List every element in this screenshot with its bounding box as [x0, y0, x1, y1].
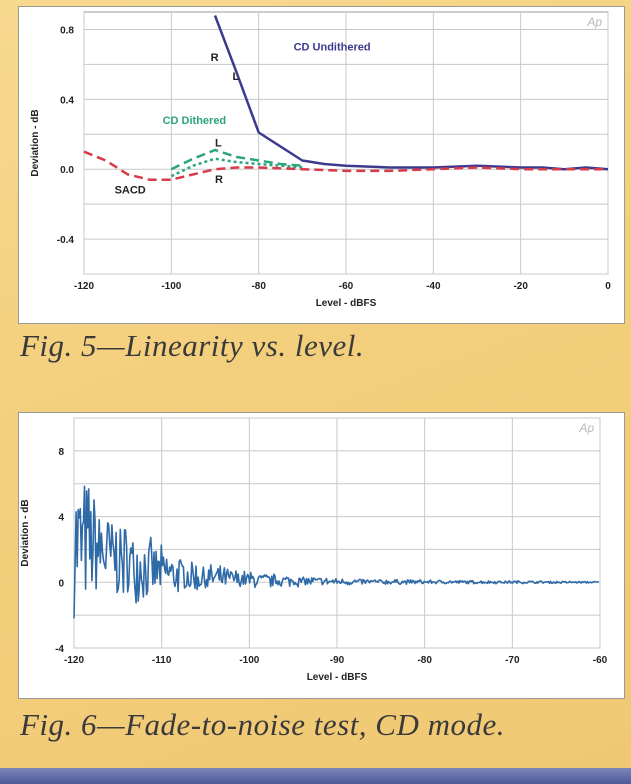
- y-tick-label: 0: [58, 578, 64, 589]
- annotation-label: R: [211, 52, 219, 64]
- x-tick-label: -70: [505, 655, 520, 666]
- x-tick-label: -120: [74, 281, 94, 292]
- y-tick-label: -4: [55, 644, 64, 655]
- annotation-label: L: [232, 71, 239, 83]
- x-tick-label: -110: [152, 655, 172, 666]
- x-tick-label: -60: [593, 655, 608, 666]
- ap-watermark: Ap: [586, 15, 602, 29]
- x-tick-label: -120: [64, 655, 84, 666]
- x-tick-label: -80: [417, 655, 432, 666]
- annotation-label: L: [215, 137, 222, 149]
- y-tick-label: 0.8: [60, 25, 74, 36]
- series-line-cd-dithered-r: [170, 157, 303, 178]
- y-tick-label: -0.4: [57, 235, 75, 246]
- chart1-caption: Fig. 5—Linearity vs. level.: [20, 328, 365, 363]
- x-tick-label: -90: [330, 655, 345, 666]
- series-line-cd-dithered: [170, 148, 303, 171]
- y-tick-label: 4: [58, 513, 64, 524]
- x-axis-label: Level - dBFS: [316, 298, 377, 309]
- x-axis-label: Level - dBFS: [307, 672, 368, 683]
- ap-watermark: Ap: [578, 421, 594, 435]
- x-tick-label: -100: [239, 655, 259, 666]
- y-axis-label: Deviation - dB: [30, 109, 41, 176]
- x-tick-label: -60: [339, 281, 354, 292]
- annotation-label: R: [215, 174, 223, 186]
- annotation-label: SACD: [115, 185, 146, 197]
- y-axis-label: Deviation - dB: [20, 499, 31, 566]
- series-line-sacd: [83, 150, 608, 181]
- x-tick-label: -40: [426, 281, 441, 292]
- series-line-fade-to-noise: [73, 485, 599, 619]
- annotation-label: CD Dithered: [163, 115, 227, 127]
- y-tick-label: 0.4: [60, 95, 74, 106]
- y-tick-label: 8: [58, 447, 64, 458]
- x-tick-label: -20: [513, 281, 528, 292]
- annotation-label: CD Undithered: [294, 41, 371, 53]
- x-tick-label: -80: [251, 281, 266, 292]
- x-tick-label: 0: [605, 281, 611, 292]
- bottom-color-bar: [0, 768, 631, 784]
- chart2-caption: Fig. 6—Fade-to-noise test, CD mode.: [20, 707, 506, 742]
- y-tick-label: 0.0: [60, 165, 74, 176]
- x-tick-label: -100: [161, 281, 181, 292]
